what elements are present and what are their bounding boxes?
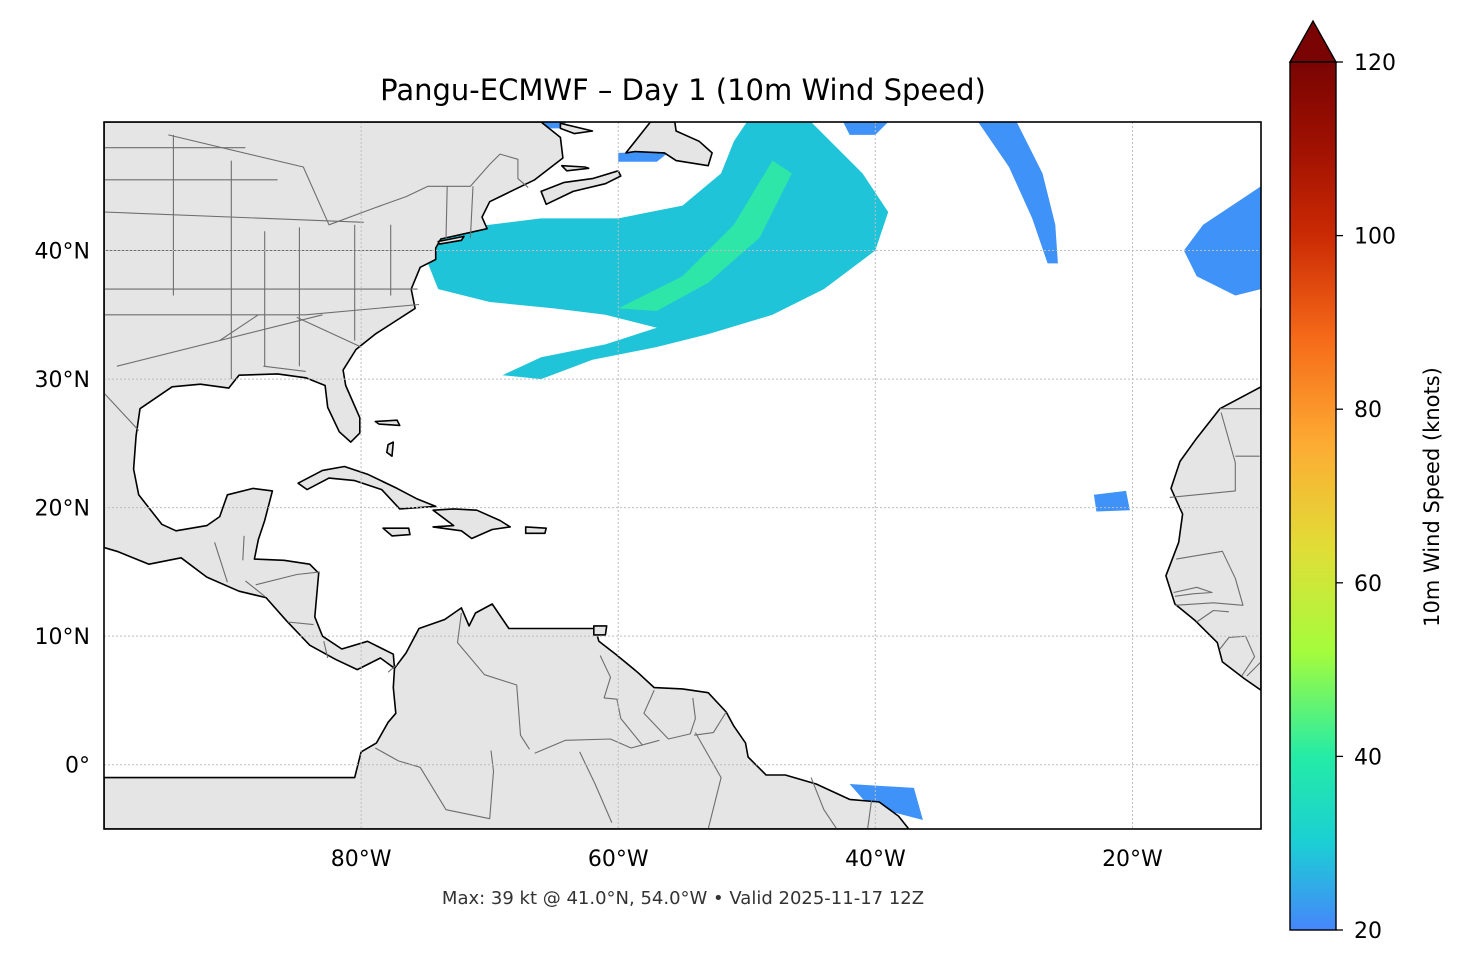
colorbar-ticks: 20 40 60 80 100 120 [1336, 51, 1396, 944]
border-line-39 [1174, 550, 1244, 606]
border-line-40 [1173, 586, 1213, 597]
border-line-38 [1169, 412, 1236, 498]
colorbar-tick-label: 20 [1354, 919, 1382, 944]
wind-region-equatorial-patch [849, 784, 923, 820]
colorbar-label: 10m Wind Speed (knots) [1420, 367, 1444, 627]
border-line-19 [104, 392, 140, 431]
land-south-america [104, 603, 910, 829]
map-axes: 80°W 60°W 40°W 20°W 40°N 30°N 20°N 10°N 0° [35, 121, 1262, 872]
land-long-island [437, 235, 465, 245]
border-line-27 [456, 612, 530, 750]
colorbar-tick-label: 60 [1354, 572, 1382, 597]
border-line-22 [255, 571, 321, 586]
wind-region-jet-core [618, 160, 792, 311]
land-pei [560, 164, 590, 172]
border-line-26 [387, 664, 398, 673]
colorbar-extend-triangle [1288, 19, 1338, 63]
border-line-13 [445, 186, 448, 240]
wind-region-iberia-patch [1183, 186, 1261, 296]
lat-tick-label: 20°N [35, 497, 90, 522]
lon-tick-label: 60°W [588, 847, 649, 872]
border-line-20 [214, 542, 228, 583]
colorbar-scale [1289, 61, 1337, 931]
land-nova-scotia [540, 170, 622, 206]
colorbar-tick-label: 100 [1354, 225, 1396, 250]
wind-region-canada-maritimes-patch [618, 151, 670, 162]
colorbar-tick-label: 40 [1354, 745, 1382, 770]
border-line-43 [1246, 661, 1261, 677]
land-jamaica [382, 527, 411, 537]
border-line-14 [469, 186, 474, 238]
border-line-30 [694, 711, 727, 736]
wind-region-north-patch [843, 122, 889, 135]
lat-tick-label: 10°N [35, 625, 90, 650]
lat-tick-label: 0° [65, 754, 90, 779]
border-line-17 [263, 365, 306, 372]
border-line-21 [242, 535, 245, 561]
border-line-28 [599, 655, 644, 746]
lon-tick-label: 80°W [331, 847, 392, 872]
lon-tick-label: 20°W [1102, 847, 1163, 872]
wind-region-cape-verde-patch [1093, 490, 1130, 512]
colorbar-tick-label: 80 [1354, 398, 1382, 423]
land-cuba [297, 465, 437, 510]
lon-tick-label: 40°W [845, 847, 906, 872]
border-line-29 [643, 689, 696, 740]
border-line-18 [296, 316, 362, 348]
latitude-tick-labels: 40°N 30°N 20°N 10°N 0° [35, 240, 90, 779]
chart-title: Pangu-ECMWF – Day 1 (10m Wind Speed) [380, 73, 986, 107]
border-line-0 [168, 134, 529, 226]
border-line-16 [219, 314, 259, 341]
wind-region-mid-atlantic-streak [978, 122, 1058, 264]
colorbar-tick-label: 120 [1354, 51, 1396, 76]
lat-tick-label: 40°N [35, 240, 90, 265]
border-line-4 [104, 211, 364, 223]
land-hispaniola [432, 508, 512, 540]
border-line-33 [694, 732, 722, 829]
land-anticosti [559, 122, 594, 135]
land-trinidad [592, 625, 608, 636]
land-bahamas-2 [385, 441, 395, 458]
border-line-32 [375, 747, 495, 820]
land-layer [104, 122, 1261, 829]
map-frame [103, 121, 1262, 830]
max-wind-footer: Max: 39 kt @ 41.0°N, 54.0°W • Valid 2025… [442, 888, 924, 909]
border-line-23 [245, 580, 266, 597]
longitude-tick-labels: 80°W 60°W 40°W 20°W [331, 847, 1163, 872]
border-line-35 [810, 777, 838, 829]
land-puerto-rico [524, 526, 548, 535]
border-line-3 [104, 303, 420, 316]
border-line-31 [534, 738, 660, 754]
land-north-america [104, 122, 564, 671]
land-bahamas-1 [374, 419, 401, 427]
land-newfoundland [625, 122, 713, 167]
colorbar: 20 40 60 80 100 120 10m Wind Speed (knots) [1288, 19, 1444, 944]
border-line-41 [1196, 609, 1229, 623]
gridlines [104, 122, 1261, 829]
lat-tick-label: 30°N [35, 368, 90, 393]
border-line-34 [579, 751, 613, 823]
border-line-25 [323, 641, 329, 659]
border-line-24 [287, 621, 314, 626]
border-line-36 [867, 800, 873, 829]
